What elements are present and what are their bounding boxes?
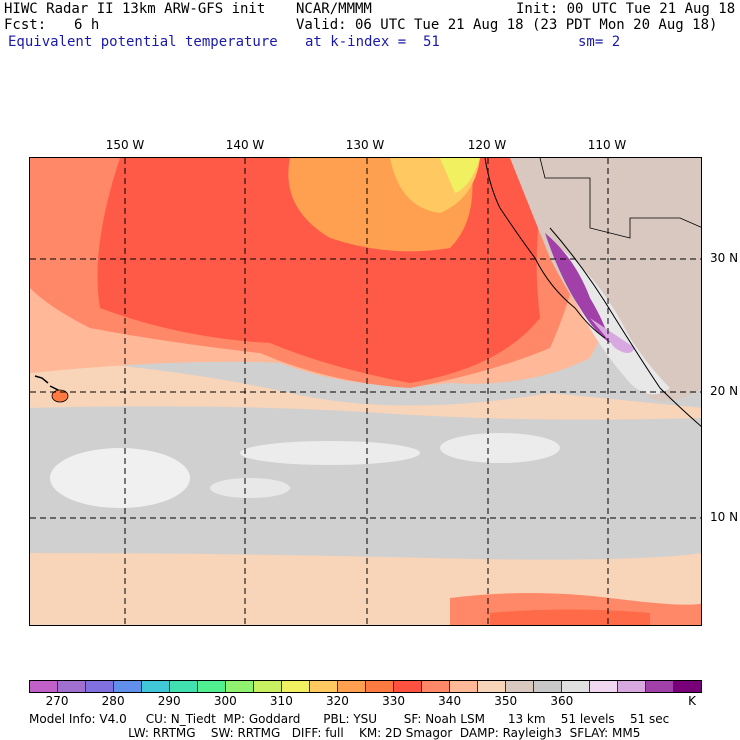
colorbar-tick-label: 280 [101, 694, 125, 708]
lon-label-120w: 120 W [467, 138, 507, 152]
tropics-white-patch [440, 433, 560, 463]
lat-label-20n: 20 N [710, 384, 739, 398]
colorbar-swatch [366, 681, 394, 692]
colorbar-swatch [58, 681, 86, 692]
map-canvas [30, 158, 701, 625]
colorbar-swatch [198, 681, 226, 692]
model-info-line2: LW: RRTMG SW: RRTMG DIFF: full KM: 2D Sm… [29, 726, 641, 740]
high-theta-e-mainland [590, 318, 635, 353]
field-name: Equivalent potential temperature [8, 34, 278, 50]
tropics-white-patch [240, 441, 420, 465]
tropics-white-patch [210, 478, 290, 498]
north-cap-bright [440, 158, 480, 193]
colorbar-swatch [534, 681, 562, 692]
org-label: NCAR/MMMM [296, 1, 372, 17]
forecast-label: Fcst: [4, 17, 47, 33]
high-theta-e-gulf [545, 233, 610, 343]
level-index: at k-index = 51 [305, 34, 440, 50]
continent-land [510, 158, 701, 402]
colorbar-swatch [478, 681, 506, 692]
colorbar-unit: K [688, 694, 696, 708]
theta-e-map [29, 157, 702, 626]
colorbar-swatch [646, 681, 674, 692]
colorbar-tick-label: 310 [269, 694, 293, 708]
colorbar-tick-label: 290 [157, 694, 181, 708]
init-time: Init: 00 UTC Tue 21 Aug 18 [516, 1, 736, 17]
colorbar-swatch [450, 681, 478, 692]
valid-time: Valid: 06 UTC Tue 21 Aug 18 (23 PDT Mon … [296, 17, 718, 33]
colorbar-swatch [170, 681, 198, 692]
colorbar-swatch [226, 681, 254, 692]
mexico-plateau [560, 248, 670, 395]
colorbar-swatch [142, 681, 170, 692]
colorbar-swatch [114, 681, 142, 692]
coastline [549, 227, 701, 427]
lon-label-150w: 150 W [105, 138, 145, 152]
colorbar-tick-label: 270 [45, 694, 69, 708]
lat-label-10n: 10 N [710, 510, 739, 524]
model-info-line1: Model Info: V4.0 CU: N_Tiedt MP: Goddard… [29, 712, 670, 726]
tropics-white-patch [50, 448, 190, 508]
coastline [484, 158, 606, 339]
colorbar-tick-label: 330 [382, 694, 405, 708]
hawaii-big-island [51, 389, 69, 403]
smoothing-value: sm= 2 [578, 34, 621, 50]
lon-label-130w: 130 W [345, 138, 385, 152]
colorbar-swatch [254, 681, 282, 692]
colorbar-swatch [338, 681, 366, 692]
model-title: HIWC Radar II 13km ARW-GFS init [4, 1, 266, 17]
colorbar-swatch [310, 681, 338, 692]
colorbar-tick-label: 360 [550, 694, 574, 708]
colorbar-swatch [562, 681, 590, 692]
colorbar-swatch [674, 681, 701, 692]
lon-label-110w: 110 W [587, 138, 627, 152]
colorbar-tick-label: 340 [438, 694, 462, 708]
subtropical-band [30, 358, 701, 420]
graticule [30, 158, 701, 625]
colorbar-tick-label: 350 [494, 694, 518, 708]
colorbar-swatch [618, 681, 646, 692]
colorbar-tick-label: 300 [213, 694, 237, 708]
colorbar-tick-label: 320 [326, 694, 349, 708]
colorbar-swatch [86, 681, 114, 692]
lat-label-30n: 30 N [710, 251, 739, 265]
border-line [539, 158, 701, 239]
south-band-hot [490, 609, 650, 625]
lon-label-140w: 140 W [225, 138, 265, 152]
colorbar-swatch [506, 681, 534, 692]
forecast-hour: 6 h [74, 17, 100, 33]
colorbar-swatch [30, 681, 58, 692]
colorbar [29, 680, 702, 693]
colorbar-swatch [590, 681, 618, 692]
colorbar-swatch [422, 681, 450, 692]
colorbar-swatch [282, 681, 310, 692]
colorbar-swatch [394, 681, 422, 692]
